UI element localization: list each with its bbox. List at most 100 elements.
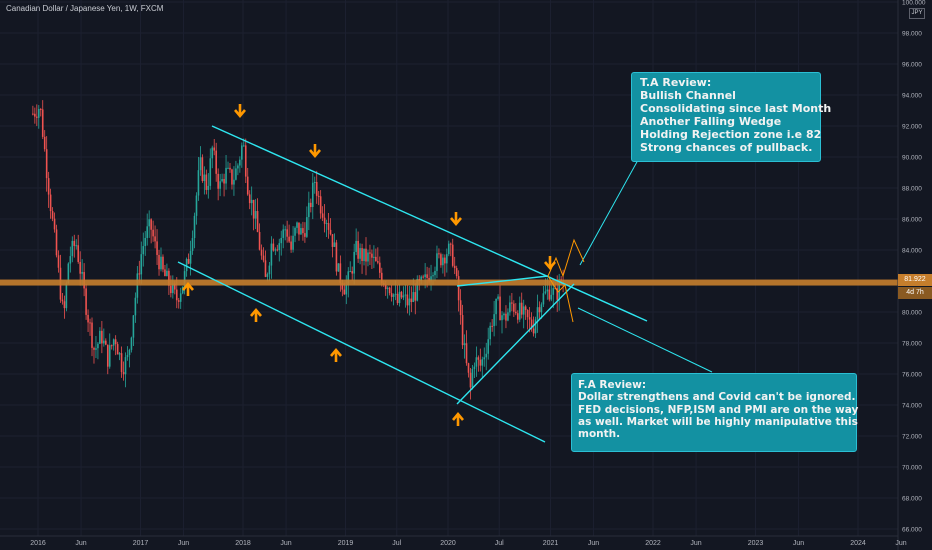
candle-body <box>146 226 149 238</box>
down-arrow-icon <box>450 212 462 227</box>
candle-body <box>217 173 219 189</box>
candle-body <box>229 167 231 170</box>
time-tick-label: Jul <box>392 540 401 547</box>
price-tick-label: 88.000 <box>902 186 922 193</box>
candle-body <box>256 211 259 232</box>
candle-body <box>266 274 269 277</box>
candle-body <box>390 293 393 297</box>
candle-body <box>491 325 493 327</box>
fa-line: FED decisions, NFP,ISM and PMI are on th… <box>578 403 859 416</box>
candle-body <box>89 322 91 324</box>
currency-label: JPY <box>909 8 925 19</box>
candle-body <box>219 181 221 189</box>
resistance-zone <box>0 279 898 286</box>
candle-body <box>461 315 464 346</box>
candle-body <box>310 202 312 208</box>
candle-body <box>213 147 216 151</box>
candle-body <box>252 199 255 219</box>
candle-body <box>71 240 74 257</box>
candle-body <box>371 253 373 258</box>
symbol-title: Canadian Dollar / Japanese Yen, 1W, FXCM <box>6 4 164 13</box>
candle-body <box>325 223 328 225</box>
fa-review-callout[interactable]: F.A Review: Dollar strengthens and Covid… <box>571 373 859 452</box>
candle-body <box>420 276 422 282</box>
time-tick-label: 2023 <box>748 540 764 547</box>
candle-body <box>311 182 314 208</box>
price-tick-label: 100.000 <box>902 0 926 7</box>
candle-body <box>550 294 553 300</box>
candle-body <box>152 229 154 237</box>
candle-body <box>518 302 521 320</box>
candle-body <box>215 150 217 174</box>
price-tick-label: 98.000 <box>902 31 922 38</box>
candle-body <box>199 157 202 171</box>
candle-body <box>73 240 76 246</box>
candle-body <box>402 295 405 298</box>
candle-body <box>446 254 448 264</box>
candle-body <box>426 274 428 278</box>
candle-body <box>367 252 369 262</box>
ta-line: Holding Rejection zone i.e 82 <box>640 128 822 141</box>
candle-body <box>85 288 87 315</box>
ta-pointer-line <box>579 159 639 266</box>
candle-body <box>516 313 519 320</box>
candle-body <box>108 345 111 367</box>
candle-body <box>526 310 529 318</box>
candle-body <box>481 359 484 366</box>
candle-body <box>378 262 381 273</box>
fa-pointer-line <box>577 307 713 373</box>
candle-body <box>363 248 365 262</box>
candle-body <box>467 363 470 373</box>
candle-body <box>132 315 135 338</box>
candle-body <box>394 293 397 295</box>
candle-body <box>260 249 263 256</box>
candle-body <box>507 312 509 321</box>
candle-body <box>347 271 350 286</box>
candle-body <box>501 315 503 321</box>
candle-body <box>546 289 549 292</box>
candle-body <box>552 288 555 295</box>
candle-body <box>442 257 444 266</box>
down-arrow-icon <box>234 104 246 119</box>
candle-body <box>32 113 34 115</box>
candle-body <box>221 179 223 182</box>
candle-body <box>241 145 243 160</box>
candle-body <box>499 296 501 321</box>
candle-body <box>548 289 551 300</box>
time-tick-label: Jun <box>690 540 701 547</box>
time-tick-label: 2020 <box>440 540 456 547</box>
candle-body <box>483 357 486 360</box>
candle-body <box>302 228 304 234</box>
candle-body <box>505 313 507 321</box>
candle-body <box>286 229 288 237</box>
candle-body <box>207 185 210 190</box>
candle-body <box>75 245 78 247</box>
time-axis[interactable]: 2016 Jun 2017 Jun 2018 Jun 2019 Jul 2020 Jul 2021 J… <box>0 535 907 547</box>
candle-body <box>524 306 527 311</box>
candle-body <box>237 165 239 169</box>
candle-body <box>471 369 474 388</box>
candle-body <box>333 242 336 247</box>
ta-line: Bullish Channel <box>640 89 736 102</box>
candle-body <box>181 286 184 294</box>
ta-review-callout[interactable]: T.A Review: Bullish Channel Consolidatin… <box>631 72 831 162</box>
candle-body <box>463 343 466 346</box>
candle-body <box>369 252 371 254</box>
arrow-head <box>182 281 194 291</box>
candle-body <box>280 237 283 244</box>
candle-body <box>355 240 357 252</box>
candle-body <box>69 256 72 264</box>
candle-body <box>339 263 342 284</box>
candle-body <box>375 256 377 262</box>
candle-body <box>144 237 147 247</box>
candle-body <box>406 294 409 306</box>
candle-body <box>373 256 375 258</box>
candle-body <box>162 256 164 270</box>
time-tick-label: 2024 <box>850 540 866 547</box>
candle-body <box>231 169 233 185</box>
candle-body <box>451 244 454 266</box>
candle-body <box>304 233 306 237</box>
candle-body <box>53 218 56 230</box>
candle-body <box>242 145 245 147</box>
